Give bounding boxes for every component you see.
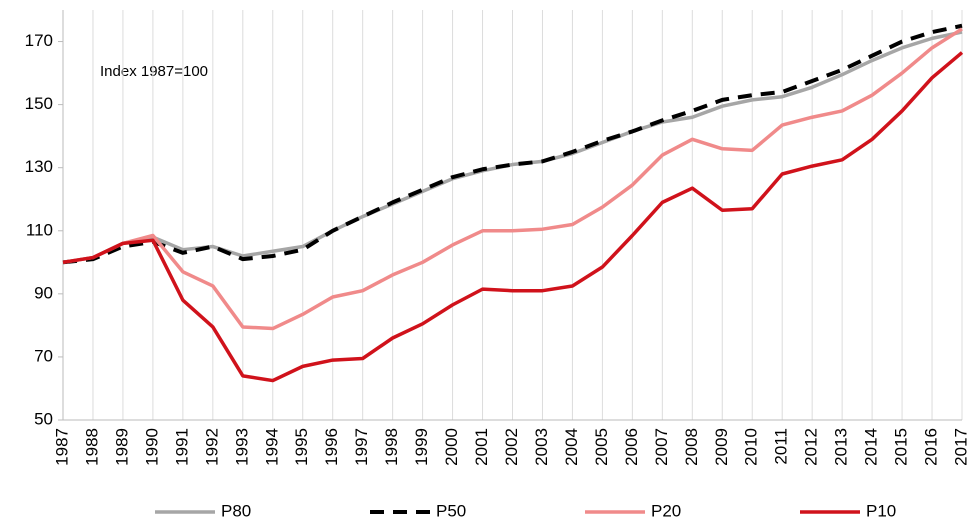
x-tick-label: 2000 — [442, 428, 461, 466]
legend-label: P80 — [221, 501, 251, 520]
x-tick-label: 1989 — [112, 428, 131, 466]
x-tick-label: 1987 — [52, 428, 71, 466]
x-tick-label: 1990 — [142, 428, 161, 466]
x-tick-label: 2006 — [622, 428, 641, 466]
x-tick-label: 2004 — [562, 428, 581, 466]
x-tick-label: 1994 — [262, 428, 281, 466]
x-tick-label: 1997 — [352, 428, 371, 466]
y-tick-label: 130 — [25, 157, 53, 176]
x-tick-label: 1998 — [382, 428, 401, 466]
x-tick-label: 1996 — [322, 428, 341, 466]
x-tick-label: 2003 — [532, 428, 551, 466]
y-tick-label: 110 — [26, 220, 53, 239]
x-tick-label: 1999 — [412, 428, 431, 466]
x-tick-label: 1995 — [292, 428, 311, 466]
x-tick-label: 2008 — [682, 428, 701, 466]
legend-label: P10 — [866, 501, 896, 520]
y-tick-label: 70 — [34, 346, 53, 365]
x-tick-label: 2009 — [712, 428, 731, 466]
y-tick-label: 150 — [25, 94, 53, 113]
legend-label: P20 — [651, 501, 681, 520]
x-tick-label: 2017 — [951, 428, 970, 466]
x-tick-label: 2011 — [772, 428, 791, 465]
x-tick-label: 2013 — [832, 428, 851, 466]
y-tick-label: 50 — [34, 409, 53, 428]
x-tick-label: 1993 — [232, 428, 251, 466]
x-tick-label: 1992 — [202, 428, 221, 466]
legend-label: P50 — [436, 501, 466, 520]
y-tick-label: 170 — [25, 31, 53, 50]
x-tick-label: 2015 — [892, 428, 911, 466]
x-tick-label: 2001 — [472, 428, 491, 466]
line-series — [62, 27, 963, 331]
line-series — [62, 30, 963, 265]
x-tick-label: 2002 — [502, 428, 521, 466]
x-tick-label: 2012 — [802, 428, 821, 466]
x-tick-label: 2005 — [592, 428, 611, 466]
annotation: Index 1987=100 — [100, 63, 208, 80]
x-tick-label: 1988 — [82, 428, 101, 466]
x-tick-label: 2016 — [922, 428, 941, 466]
x-tick-label: 2007 — [652, 428, 671, 466]
x-tick-label: 1991 — [172, 428, 191, 466]
line-series — [62, 23, 963, 265]
x-tick-label: 2010 — [742, 428, 761, 466]
y-tick-label: 90 — [34, 283, 53, 302]
x-tick-label: 2014 — [862, 428, 881, 466]
line-series — [62, 51, 964, 383]
